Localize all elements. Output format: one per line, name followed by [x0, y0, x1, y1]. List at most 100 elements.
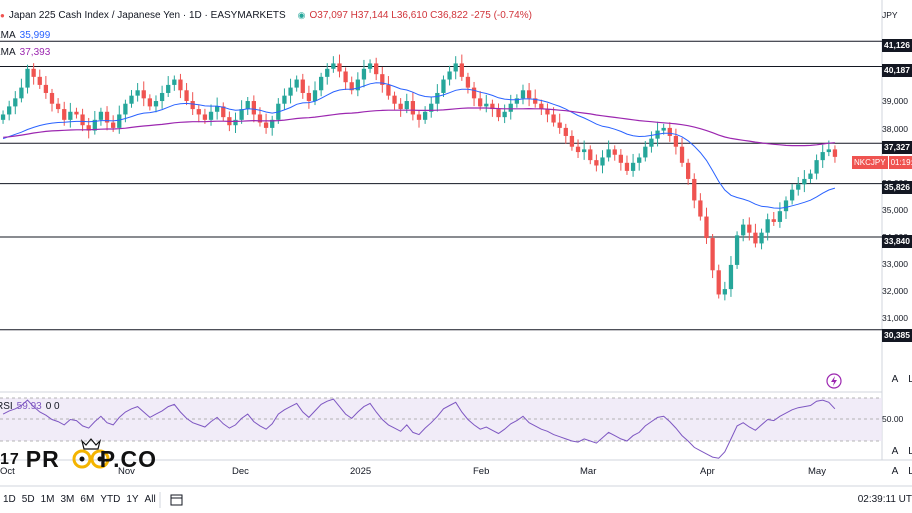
symbol-title[interactable]: Japan 225 Cash Index / Japanese Yen · 1D… [8, 10, 286, 21]
candle-body [25, 68, 30, 88]
lightning-icon[interactable] [826, 373, 842, 389]
candle-body [239, 109, 244, 120]
candle-body [386, 84, 391, 96]
time-label: Feb [473, 466, 490, 477]
candle-body [337, 63, 342, 72]
time-label: Mar [580, 466, 597, 477]
level-tag: 41,126 [882, 39, 912, 52]
symbol-price-tag: NKCJPY 01:19:4 [852, 156, 912, 169]
candle-body [747, 224, 752, 233]
status-dot-icon: ◉ [297, 10, 306, 20]
clock[interactable]: 02:39:11 UT [857, 494, 912, 505]
rsi-log-scale-button[interactable]: L [908, 446, 912, 457]
candle-body [92, 119, 97, 131]
candle-body [294, 79, 299, 88]
bottom-auto-scale-button[interactable]: A [891, 466, 899, 477]
candle-body [416, 114, 422, 120]
candle-body [600, 157, 605, 166]
price-label: 35,000 [882, 205, 908, 215]
time-label: May [808, 466, 826, 477]
candle-body [796, 184, 801, 190]
candle-body [661, 127, 666, 131]
candle-body [159, 92, 165, 102]
candle-body [153, 101, 159, 107]
bottom-log-scale-button[interactable]: L [908, 466, 912, 477]
candle-body [331, 63, 336, 69]
candle-body [771, 219, 776, 222]
timeframe-all[interactable]: All [144, 494, 156, 505]
candle-body [55, 103, 61, 110]
candle-body [300, 79, 305, 93]
ema-fast-legend[interactable]: EMA 35,999 [0, 30, 50, 41]
candle-body [312, 90, 318, 102]
timeframe-bar: 1D 5D 1M 3M 6M YTD 1Y All [0, 494, 159, 505]
ema-slow-legend[interactable]: EMA 37,393 [0, 47, 50, 58]
candle-body [679, 146, 685, 163]
candle-body [7, 106, 12, 115]
candle-body [582, 149, 587, 153]
candle-body [49, 92, 55, 104]
time-label: Nov [118, 466, 135, 477]
candle-body [508, 103, 513, 112]
candle-body [557, 122, 562, 128]
candle-body [753, 232, 758, 244]
candle-body [594, 160, 599, 166]
candle-body [533, 98, 538, 104]
candle-body [172, 79, 177, 85]
time-label: Oct [0, 466, 15, 477]
candle-body [502, 111, 507, 118]
candle-body [808, 173, 813, 179]
candle-body [459, 63, 464, 77]
candle-body [734, 235, 740, 265]
rsi-value: 59.93 [16, 401, 42, 412]
countdown-tag: 01:19:4 [887, 156, 912, 169]
ohlc-values: O37,097 H37,144 L36,610 C36,822 -275 (-0… [309, 10, 532, 21]
candle-body [147, 98, 153, 107]
candle-body [465, 76, 471, 88]
rsi-auto-scale-button[interactable]: A [891, 446, 899, 457]
timeframe-ytd[interactable]: YTD [100, 494, 121, 505]
candle-body [692, 178, 697, 201]
candle-body [215, 106, 220, 112]
ema-fast-value: 35,999 [19, 30, 51, 41]
candle-body [551, 114, 556, 123]
level-tag: 33,840 [882, 235, 912, 248]
timeframe-6m[interactable]: 6M [80, 494, 95, 505]
candle-body [43, 84, 49, 93]
candle-body [13, 98, 18, 107]
candle-body [196, 109, 201, 115]
candle-body [820, 152, 825, 161]
timeframe-3m[interactable]: 3M [60, 494, 75, 505]
auto-scale-button[interactable]: A [891, 374, 899, 385]
candle-body [361, 68, 367, 80]
calendar-icon[interactable] [170, 494, 183, 506]
symbol-tag: NKCJPY [852, 156, 888, 169]
candle-body [355, 79, 360, 91]
candle-body [624, 162, 630, 171]
timeframe-1d[interactable]: 1D [3, 494, 16, 505]
time-label: Dec [232, 466, 249, 477]
candle-body [563, 127, 568, 136]
candle-body [141, 90, 146, 99]
rsi-extra: 0 0 [45, 401, 60, 412]
timeframe-5d[interactable]: 5D [21, 494, 35, 505]
time-label: Apr [700, 466, 715, 477]
candle-body [832, 149, 838, 157]
rsi-legend[interactable]: RSI 59.93 0 0 [0, 401, 60, 412]
timeframe-1m[interactable]: 1M [40, 494, 55, 505]
rsi-line [2, 398, 836, 459]
price-label: 33,000 [882, 259, 908, 269]
candle-body [166, 84, 171, 93]
candle-body [741, 224, 746, 236]
timeframe-1y[interactable]: 1Y [126, 494, 139, 505]
log-scale-button[interactable]: L [908, 374, 912, 385]
candle-body [31, 68, 36, 77]
rsi-band [0, 398, 882, 441]
ema-fast-line [2, 82, 836, 209]
candle-body [80, 114, 85, 126]
price-label: 39,000 [882, 96, 908, 106]
candle-body [722, 289, 727, 295]
candle-body [777, 211, 783, 222]
candle-body [789, 189, 795, 201]
